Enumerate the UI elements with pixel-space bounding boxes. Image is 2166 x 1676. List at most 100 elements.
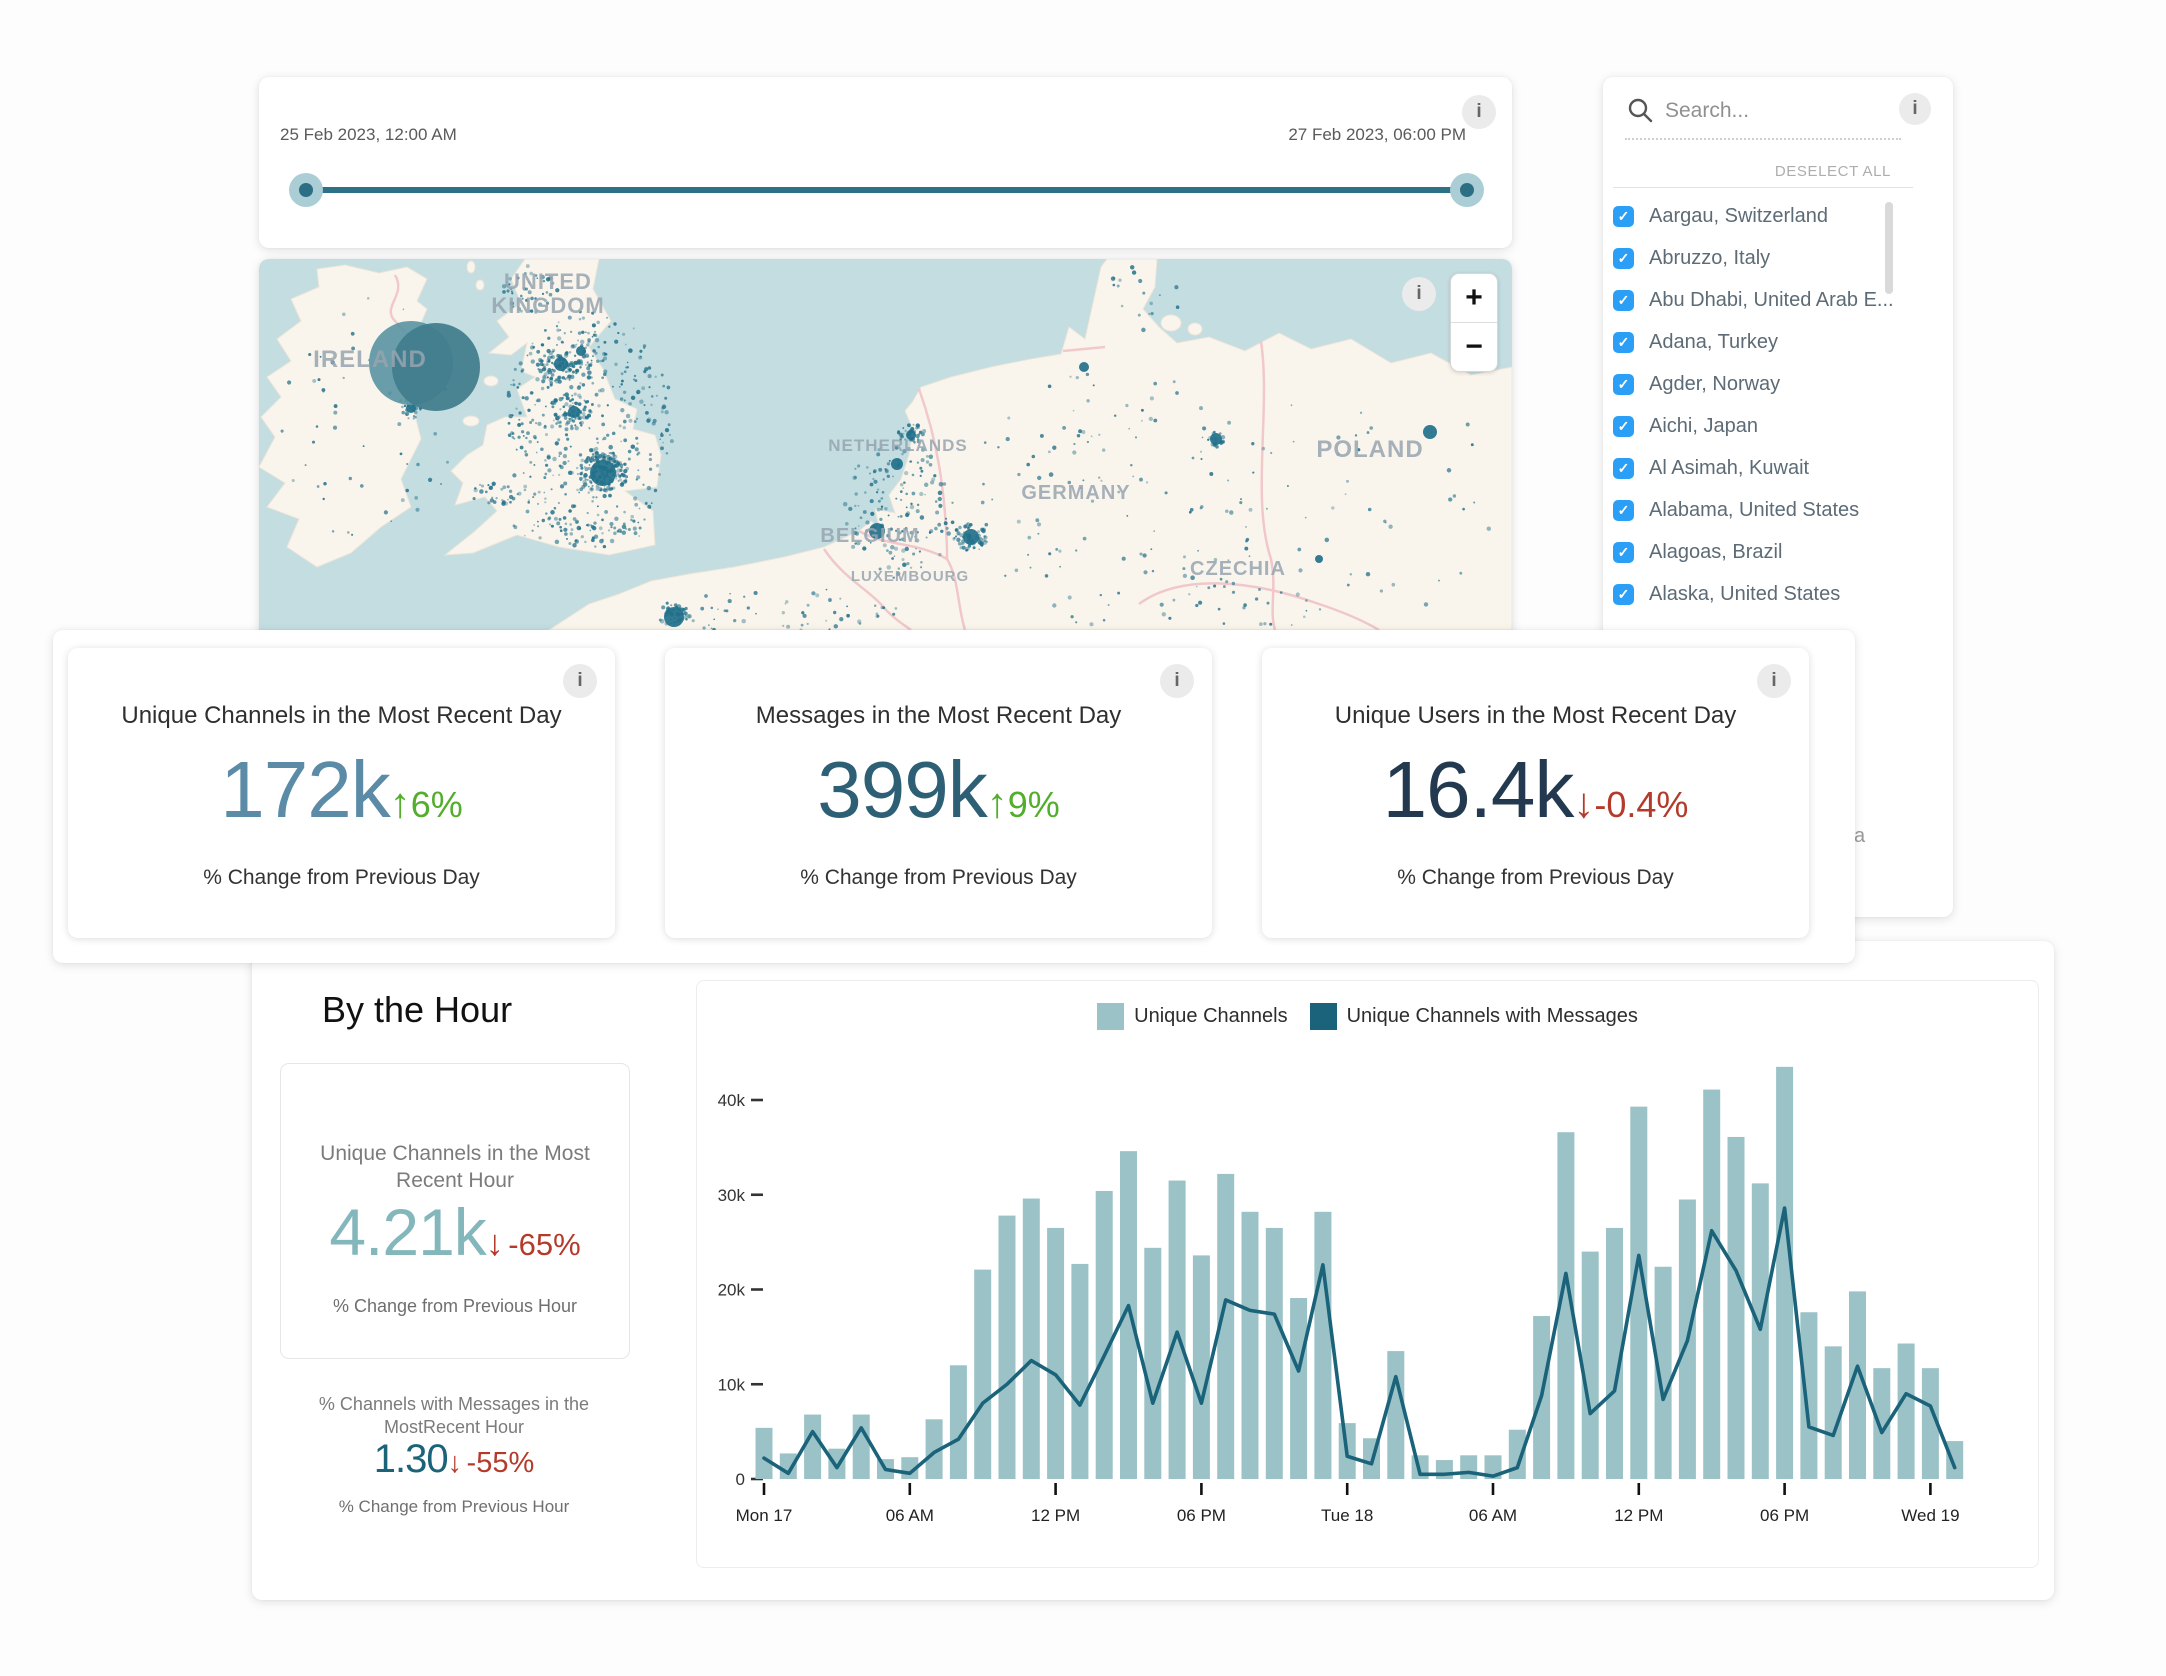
kpi-delta: 9%: [1007, 784, 1060, 825]
checkbox[interactable]: ✓: [1613, 583, 1634, 605]
kpi-title: Unique Users in the Most Recent Day: [1334, 702, 1737, 729]
slider-start-date: 25 Feb 2023, 12:00 AM: [280, 125, 457, 144]
down-arrow-icon: ↓: [447, 1447, 463, 1479]
stat-value-row: 4.21k↓ -65%: [281, 1194, 629, 1270]
kpi-caption: % Change from Previous Day: [1397, 866, 1674, 889]
stat-label: % Channels with Messages in the MostRece…: [318, 1394, 590, 1438]
svg-text:12 PM: 12 PM: [1031, 1506, 1080, 1525]
checkbox[interactable]: ✓: [1613, 457, 1634, 479]
stat-label: Unique Channels in the Most Recent Hour: [320, 1142, 590, 1193]
kpi-value: 16.4k: [1382, 745, 1575, 834]
list-item[interactable]: ✓ Alaska, United States: [1603, 573, 1953, 615]
info-icon[interactable]: i: [563, 664, 597, 698]
map-country-label: NETHERLANDS: [828, 436, 967, 455]
hourly-chart-card: Unique Channels Unique Channels with Mess…: [696, 980, 2039, 1568]
list-item[interactable]: ✓ Abu Dhabi, United Arab E...: [1603, 279, 1953, 321]
search-input[interactable]: Search...: [1665, 99, 1750, 122]
legend-entry: Unique Channels with Messages: [1309, 1003, 1638, 1030]
stat-value-row: 1.30↓ -55%: [280, 1437, 628, 1482]
time-slider-track[interactable]: [307, 187, 1466, 193]
list-item-label: Abu Dhabi, United Arab E...: [1649, 288, 1894, 311]
list-item[interactable]: ✓ Adana, Turkey: [1603, 321, 1953, 363]
list-item-label: Agder, Norway: [1649, 372, 1781, 395]
info-icon[interactable]: i: [1462, 95, 1496, 129]
list-item[interactable]: ✓ Alabama, United States: [1603, 489, 1953, 531]
stat-value: 1.30: [373, 1437, 449, 1481]
kpi-delta: -0.4%: [1594, 784, 1689, 825]
svg-text:06 AM: 06 AM: [1469, 1506, 1517, 1525]
svg-text:20k: 20k: [718, 1281, 746, 1300]
up-arrow-icon: ↑: [986, 779, 1008, 826]
checkbox[interactable]: ✓: [1613, 541, 1634, 563]
search-icon: [1628, 98, 1653, 123]
list-item[interactable]: ✓ Agder, Norway: [1603, 363, 1953, 405]
map-zoom-control: + −: [1450, 273, 1498, 372]
sidebar-info-icon[interactable]: i: [1899, 93, 1931, 125]
kpi-title: Messages in the Most Recent Day: [755, 702, 1122, 729]
list-item-label: Al Asimah, Kuwait: [1649, 456, 1810, 479]
divider: [1451, 322, 1497, 323]
checkbox[interactable]: ✓: [1613, 373, 1634, 395]
svg-text:Mon 17: Mon 17: [736, 1506, 793, 1525]
checkbox[interactable]: ✓: [1613, 331, 1634, 353]
list-item-label: Alaska, United States: [1649, 582, 1841, 605]
map-country-label: CZECHIA: [1190, 558, 1286, 580]
kpi-value: 399k: [817, 745, 987, 834]
checkbox[interactable]: ✓: [1613, 247, 1634, 269]
channels-with-messages-stat: % Channels with Messages in the MostRece…: [280, 941, 628, 1600]
slider-handle-start[interactable]: [289, 173, 323, 207]
list-item[interactable]: ✓ Aichi, Japan: [1603, 405, 1953, 447]
kpi-value-row: 172k↑6%: [68, 744, 615, 836]
zoom-out-button[interactable]: −: [1465, 330, 1483, 363]
map-country-label: UNITED: [504, 269, 592, 294]
checkbox[interactable]: ✓: [1613, 499, 1634, 521]
checkbox[interactable]: ✓: [1613, 289, 1634, 311]
kpi-card: i Unique Users in the Most Recent Day 16.4…: [1262, 648, 1809, 938]
svg-text:Wed 19: Wed 19: [1901, 1506, 1959, 1525]
list-item-label: Alagoas, Brazil: [1649, 540, 1783, 563]
legend-entry: Unique Channels: [1097, 1003, 1288, 1030]
map-info-icon[interactable]: i: [1402, 277, 1436, 311]
up-arrow-icon: ↑: [389, 779, 411, 826]
chart-legend: Unique Channels Unique Channels with Mess…: [697, 1003, 2038, 1030]
list-item-label: Aargau, Switzerland: [1649, 204, 1828, 227]
stat-caption: % Change from Previous Hour: [332, 1296, 578, 1316]
zoom-in-button[interactable]: +: [1465, 281, 1483, 314]
list-item-label: Alabama, United States: [1649, 498, 1860, 521]
by-the-hour-panel: By the Hour Unique Channels in the Most …: [252, 941, 2054, 1600]
checkbox[interactable]: ✓: [1613, 205, 1634, 227]
kpi-value-row: 16.4k↓-0.4%: [1262, 744, 1809, 836]
down-arrow-icon: ↓: [485, 1222, 504, 1263]
checkbox[interactable]: ✓: [1613, 415, 1634, 437]
stat-value: 4.21k: [329, 1195, 486, 1269]
kpi-card: i Unique Channels in the Most Recent Day 1…: [68, 648, 615, 938]
list-item[interactable]: ✓ Aargau, Switzerland: [1603, 195, 1953, 237]
info-icon[interactable]: i: [1160, 664, 1194, 698]
kpi-value: 172k: [220, 745, 390, 834]
slider-handle-end[interactable]: [1450, 173, 1484, 207]
section-title: By the Hour: [322, 989, 513, 1030]
legend-swatch: [1097, 1003, 1125, 1030]
svg-text:40k: 40k: [718, 1091, 746, 1110]
map-panel[interactable]: UNITED KINGDOM IRELAND NETHERLANDS BELGIUM LU…: [259, 259, 1512, 700]
list-item[interactable]: ✓ Alagoas, Brazil: [1603, 531, 1953, 573]
map-country-label: IRELAND: [313, 346, 427, 373]
list-item[interactable]: ✓ Al Asimah, Kuwait: [1603, 447, 1953, 489]
list-item[interactable]: ✓ Abruzzo, Italy: [1603, 237, 1953, 279]
kpi-title: Unique Channels in the Most Recent Day: [121, 702, 562, 729]
stat-delta: -55%: [466, 1447, 535, 1479]
kpi-delta: 6%: [410, 784, 463, 825]
svg-text:06 AM: 06 AM: [886, 1506, 934, 1525]
info-icon[interactable]: i: [1757, 664, 1791, 698]
kpi-caption: % Change from Previous Day: [203, 866, 480, 889]
svg-text:06 PM: 06 PM: [1177, 1506, 1226, 1525]
deselect-all-button[interactable]: DESELECT ALL: [1774, 163, 1891, 180]
svg-text:06 PM: 06 PM: [1760, 1506, 1809, 1525]
map-country-label: KINGDOM: [491, 293, 604, 318]
list-item-label: Aichi, Japan: [1649, 414, 1758, 437]
down-arrow-icon: ↓: [1573, 779, 1595, 826]
location-list: ✓ Aargau, Switzerland ✓ Abruzzo, Italy ✓ Abu …: [1603, 195, 1953, 615]
sidebar-scrollbar[interactable]: [1885, 202, 1893, 294]
